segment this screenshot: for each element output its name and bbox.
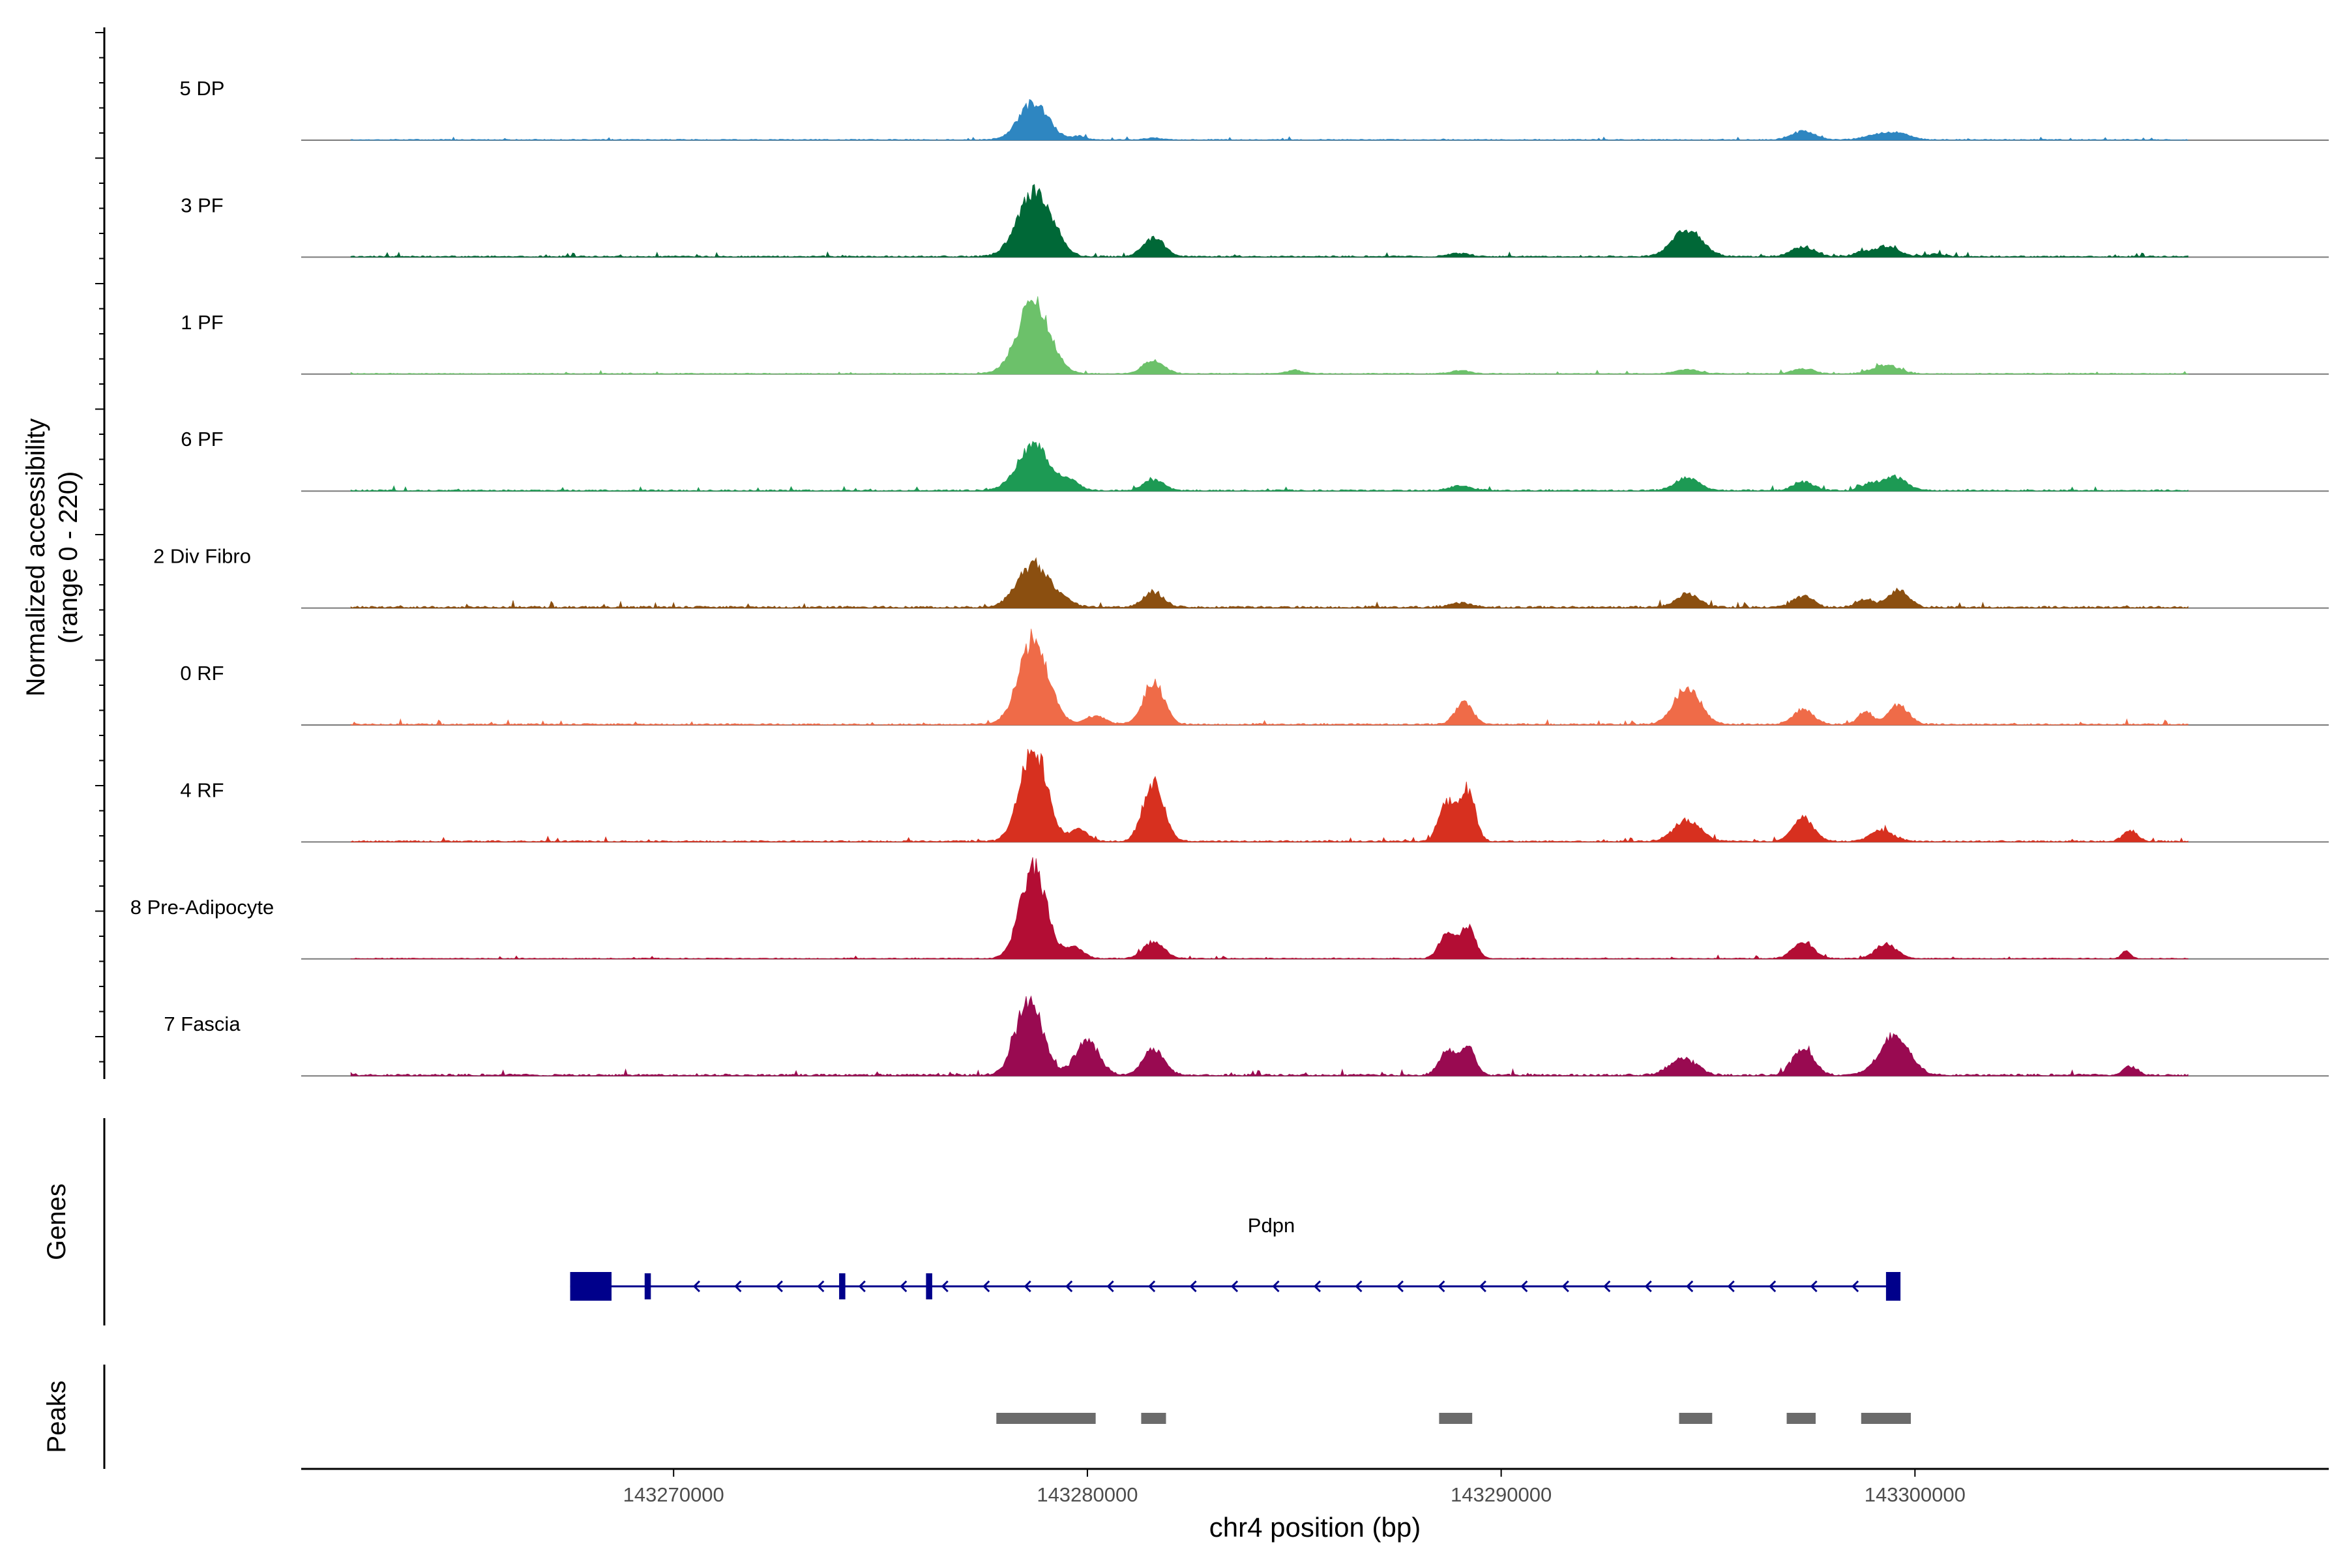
gene-exon	[926, 1273, 932, 1299]
gene-exon	[570, 1272, 612, 1301]
strand-arrow	[1230, 1280, 1239, 1293]
coverage-area	[350, 296, 2189, 375]
coverage-area	[350, 995, 2189, 1076]
coverage-tracks: 5 DP 3 PF 1 PF 6 PF 2 Div Fibro 0 RF 4 RF 8 Pre…	[130, 77, 2329, 1077]
strand-arrow	[900, 1280, 908, 1293]
strand-arrow	[1727, 1280, 1735, 1293]
peaks-track-label: Peaks	[42, 1380, 71, 1453]
strand-arrow	[1644, 1280, 1652, 1293]
x-axis-label: chr4 position (bp)	[1209, 1512, 1421, 1543]
strand-arrow	[1065, 1280, 1073, 1293]
strand-arrow	[1313, 1280, 1321, 1293]
y-axis-label-line1: Normalized accessibility	[22, 419, 50, 697]
track-label: 2 Div Fibro	[153, 545, 251, 568]
track-label: 4 RF	[180, 778, 224, 801]
strand-arrow	[982, 1280, 990, 1293]
coverage-area	[350, 184, 2189, 258]
strand-arrow	[1272, 1280, 1280, 1293]
track-label: 7 Fascia	[164, 1013, 241, 1035]
strand-arrow	[1561, 1280, 1569, 1293]
coverage-y-ticks	[95, 32, 104, 1063]
peak-region	[996, 1413, 1096, 1424]
strand-arrow	[941, 1280, 949, 1293]
strand-arrow	[1769, 1280, 1777, 1293]
track-label: 5 DP	[180, 77, 225, 100]
gene-name-label: Pdpn	[1248, 1214, 1295, 1237]
track-label: 1 PF	[181, 311, 223, 334]
gene-exon	[644, 1273, 651, 1299]
strand-arrow	[1479, 1280, 1486, 1293]
x-tick-label: 143300000	[1865, 1483, 1966, 1506]
strand-arrow	[1520, 1280, 1528, 1293]
strand-arrow	[817, 1280, 825, 1293]
strand-arrow	[1851, 1280, 1859, 1293]
strand-arrow	[1438, 1280, 1445, 1293]
track-label: 0 RF	[180, 662, 224, 685]
peak-region	[1439, 1413, 1473, 1424]
coverage-area	[350, 748, 2189, 842]
x-tick-label: 143280000	[1037, 1483, 1138, 1506]
strand-arrow	[1355, 1280, 1363, 1293]
x-tick-label: 143290000	[1451, 1483, 1552, 1506]
y-axis-label-line2: (range 0 - 220)	[54, 471, 83, 644]
track-label: 6 PF	[181, 428, 223, 451]
peak-region	[1141, 1413, 1166, 1424]
gene-exon	[1885, 1272, 1901, 1301]
strand-arrow	[1810, 1280, 1818, 1293]
coverage-area	[350, 857, 2189, 960]
x-axis-ticks: 143270000 143280000 143290000 143300000	[623, 1469, 1966, 1506]
genes-track-label: Genes	[42, 1183, 71, 1260]
coverage-area	[350, 98, 2189, 141]
strand-arrow	[775, 1280, 783, 1293]
strand-arrow	[858, 1280, 866, 1293]
strand-arrow	[1148, 1280, 1156, 1293]
peak-region	[1679, 1413, 1713, 1424]
gene-exon	[839, 1273, 846, 1299]
peak-region	[1786, 1413, 1816, 1424]
strand-arrow	[1603, 1280, 1611, 1293]
strand-arrow	[734, 1280, 742, 1293]
peak-region	[1861, 1413, 1911, 1424]
strand-arrow	[1686, 1280, 1694, 1293]
x-tick-label: 143270000	[623, 1483, 724, 1506]
strand-arrow	[1189, 1280, 1197, 1293]
track-label: 8 Pre-Adipocyte	[130, 896, 274, 919]
track-label: 3 PF	[181, 194, 223, 216]
peak-regions	[996, 1413, 1911, 1424]
coverage-area	[350, 557, 2189, 609]
coverage-area	[350, 441, 2189, 492]
gene-model	[570, 1272, 1901, 1301]
strand-arrow	[1024, 1280, 1031, 1293]
strand-arrow	[692, 1280, 701, 1293]
coverage-area	[350, 629, 2189, 726]
strand-arrow	[1106, 1280, 1114, 1293]
strand-arrow	[1396, 1280, 1404, 1293]
